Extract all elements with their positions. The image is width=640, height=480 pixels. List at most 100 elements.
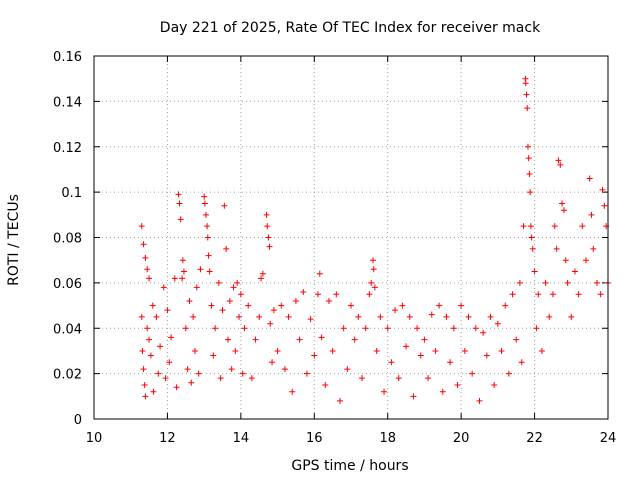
data-point bbox=[144, 325, 151, 332]
data-points bbox=[138, 75, 611, 404]
data-point bbox=[171, 275, 178, 282]
data-point bbox=[529, 245, 536, 252]
data-point bbox=[269, 359, 276, 366]
data-point bbox=[351, 336, 358, 343]
data-point bbox=[377, 313, 384, 320]
data-point bbox=[425, 375, 432, 382]
data-point bbox=[146, 275, 153, 282]
data-point bbox=[586, 175, 593, 182]
data-point bbox=[228, 366, 235, 373]
data-point bbox=[182, 325, 189, 332]
data-point bbox=[370, 257, 377, 264]
data-point bbox=[166, 359, 173, 366]
data-point bbox=[461, 347, 468, 354]
data-point bbox=[579, 223, 586, 230]
data-point bbox=[436, 302, 443, 309]
data-point bbox=[205, 252, 212, 259]
data-point bbox=[168, 334, 175, 341]
data-point bbox=[526, 170, 533, 177]
data-point bbox=[155, 370, 162, 377]
data-point bbox=[206, 268, 213, 275]
data-point bbox=[538, 347, 545, 354]
data-point bbox=[296, 336, 303, 343]
data-point bbox=[571, 268, 578, 275]
data-point bbox=[551, 223, 558, 230]
y-tick-labels: 0 0.02 0.04 0.06 0.08 0.1 0.12 0.14 0.16 bbox=[53, 50, 82, 428]
data-point bbox=[533, 325, 540, 332]
y-tick-label: 0.06 bbox=[53, 277, 82, 292]
data-point bbox=[204, 223, 211, 230]
data-point bbox=[307, 316, 314, 323]
data-point bbox=[524, 105, 531, 112]
data-point bbox=[140, 366, 147, 373]
data-point bbox=[265, 234, 272, 241]
data-point bbox=[454, 381, 461, 388]
data-point bbox=[303, 370, 310, 377]
data-point bbox=[406, 313, 413, 320]
data-point bbox=[212, 325, 219, 332]
data-point bbox=[157, 343, 164, 350]
data-point bbox=[483, 352, 490, 359]
data-point bbox=[147, 352, 154, 359]
data-point bbox=[355, 313, 362, 320]
data-point bbox=[215, 279, 222, 286]
data-point bbox=[568, 313, 575, 320]
data-point bbox=[450, 325, 457, 332]
data-point bbox=[458, 302, 465, 309]
data-point bbox=[559, 200, 566, 207]
data-point bbox=[487, 313, 494, 320]
data-point bbox=[362, 325, 369, 332]
y-tick-label: 0.02 bbox=[53, 368, 82, 383]
data-point bbox=[186, 298, 193, 305]
y-tick-label: 0.1 bbox=[61, 186, 82, 201]
data-point bbox=[513, 336, 520, 343]
data-point bbox=[516, 279, 523, 286]
data-point bbox=[141, 381, 148, 388]
data-point bbox=[384, 325, 391, 332]
data-point bbox=[230, 284, 237, 291]
data-point bbox=[138, 223, 145, 230]
y-tick-label: 0.08 bbox=[53, 232, 82, 247]
data-point bbox=[190, 313, 197, 320]
data-point bbox=[232, 347, 239, 354]
data-point bbox=[410, 393, 417, 400]
data-point bbox=[476, 397, 483, 404]
data-point bbox=[239, 370, 246, 377]
data-point bbox=[531, 268, 538, 275]
data-point bbox=[371, 284, 378, 291]
data-point bbox=[139, 347, 146, 354]
data-point bbox=[177, 216, 184, 223]
data-point bbox=[601, 202, 608, 209]
data-point bbox=[322, 381, 329, 388]
data-point bbox=[164, 307, 171, 314]
chart-title: Day 221 of 2025, Rate Of TEC Index for r… bbox=[160, 20, 541, 36]
data-point bbox=[162, 375, 169, 382]
data-point bbox=[281, 366, 288, 373]
data-point bbox=[285, 313, 292, 320]
data-point bbox=[359, 375, 366, 382]
data-point bbox=[176, 200, 183, 207]
data-point bbox=[599, 186, 606, 193]
data-point bbox=[311, 352, 318, 359]
data-point bbox=[414, 325, 421, 332]
data-point bbox=[142, 393, 149, 400]
data-point bbox=[210, 352, 217, 359]
y-tick-label: 0.12 bbox=[53, 141, 82, 156]
data-point bbox=[173, 384, 180, 391]
data-point bbox=[366, 291, 373, 298]
data-point bbox=[270, 307, 277, 314]
data-point bbox=[314, 291, 321, 298]
data-point bbox=[300, 288, 307, 295]
data-point bbox=[373, 347, 380, 354]
data-point bbox=[498, 347, 505, 354]
data-point bbox=[292, 298, 299, 305]
data-point bbox=[180, 268, 187, 275]
data-point bbox=[395, 375, 402, 382]
data-point bbox=[509, 291, 516, 298]
data-point bbox=[491, 381, 498, 388]
data-point bbox=[392, 307, 399, 314]
data-point bbox=[179, 275, 186, 282]
data-point bbox=[582, 257, 589, 264]
data-point bbox=[258, 275, 265, 282]
data-point bbox=[542, 279, 549, 286]
